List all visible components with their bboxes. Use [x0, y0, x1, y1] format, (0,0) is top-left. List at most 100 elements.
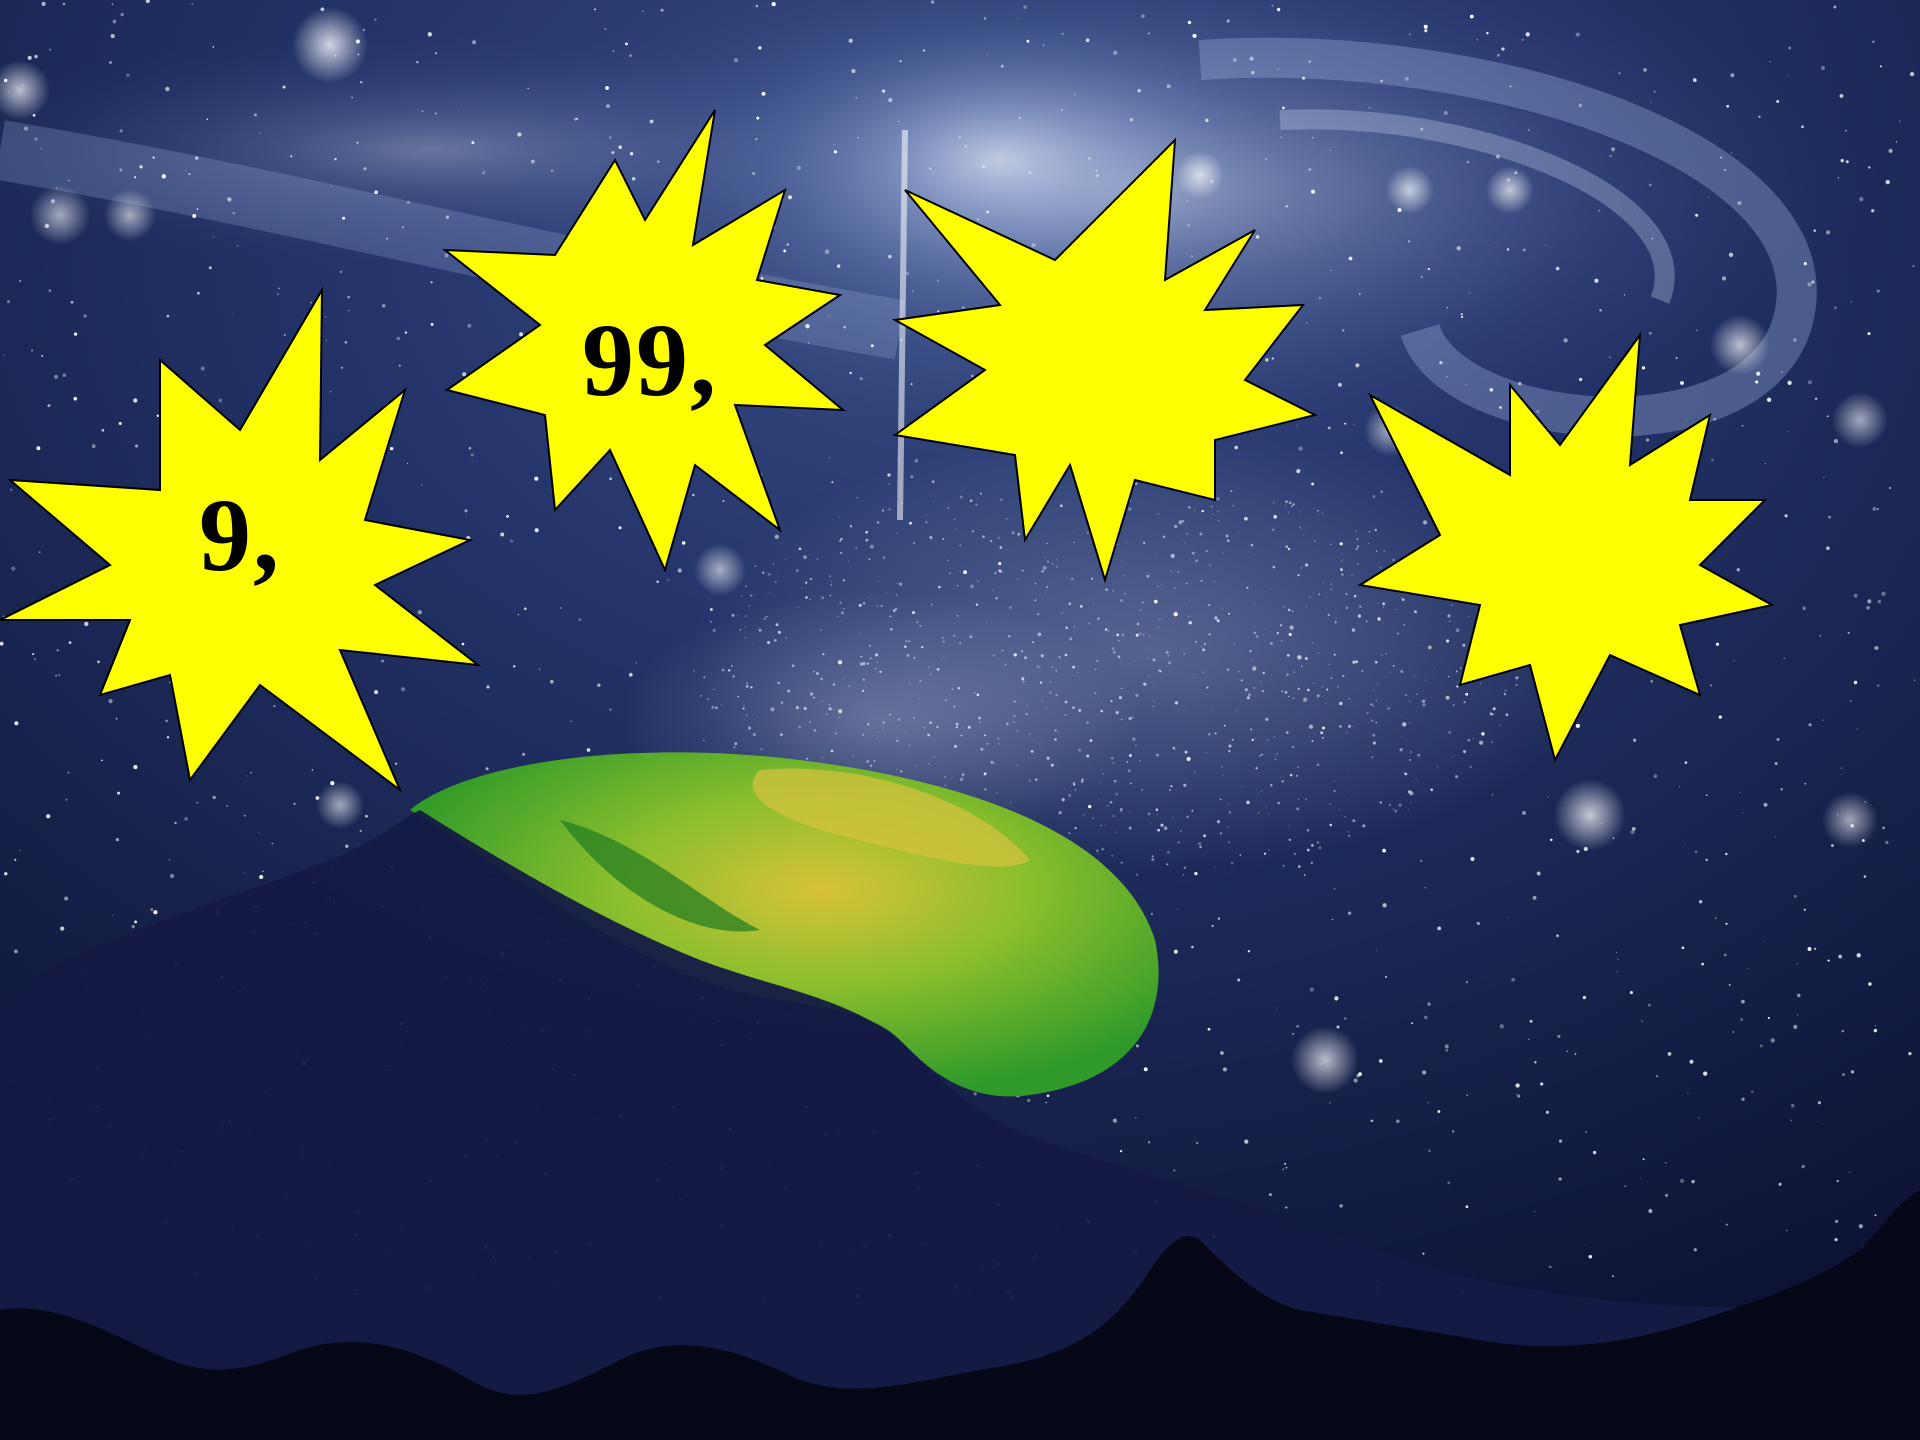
star	[1186, 815, 1189, 819]
star	[998, 537, 1000, 539]
star	[1631, 826, 1636, 831]
starburst-1: 9,	[0, 286, 482, 794]
star	[1400, 597, 1402, 599]
star	[677, 568, 682, 573]
star	[1392, 664, 1395, 667]
star	[1305, 606, 1308, 608]
star	[1188, 621, 1192, 625]
star	[1344, 1017, 1347, 1020]
star	[1725, 922, 1728, 925]
star	[1395, 608, 1397, 611]
star	[980, 492, 982, 495]
star	[1455, 628, 1460, 633]
star	[1002, 595, 1004, 596]
star	[1265, 717, 1269, 721]
star	[1423, 1015, 1428, 1020]
star	[1115, 793, 1118, 796]
star	[444, 253, 449, 258]
star	[813, 696, 815, 699]
star	[1506, 248, 1510, 251]
star	[283, 334, 286, 336]
star	[1590, 1247, 1592, 1248]
star	[1390, 671, 1392, 673]
star	[1347, 911, 1352, 915]
star	[1258, 793, 1260, 795]
star	[1463, 750, 1467, 754]
star	[858, 632, 860, 634]
star	[835, 732, 838, 735]
star	[910, 383, 913, 386]
star	[1094, 668, 1097, 671]
star	[417, 610, 422, 615]
star	[472, 40, 477, 45]
star	[803, 707, 807, 710]
star	[888, 483, 890, 485]
star	[48, 48, 52, 51]
star	[732, 675, 735, 678]
star	[1153, 599, 1158, 604]
star	[960, 778, 963, 781]
star	[13, 949, 18, 954]
star	[1288, 838, 1291, 842]
star	[1069, 637, 1073, 641]
star	[1026, 39, 1030, 43]
star	[1227, 826, 1229, 828]
star	[62, 2, 66, 6]
star	[1174, 748, 1176, 751]
star	[1209, 564, 1211, 567]
star	[744, 626, 746, 628]
star	[1005, 518, 1008, 520]
star	[1831, 844, 1834, 847]
star	[1139, 760, 1141, 762]
star	[1793, 1024, 1798, 1029]
star	[962, 566, 964, 567]
star	[1112, 762, 1115, 764]
star	[1888, 487, 1891, 489]
star	[1358, 605, 1362, 608]
star	[1262, 671, 1265, 675]
star	[956, 615, 959, 617]
star	[1244, 516, 1248, 521]
star	[325, 340, 327, 342]
star	[1055, 693, 1058, 697]
star	[832, 683, 835, 686]
star	[878, 731, 880, 733]
star	[848, 685, 851, 688]
star	[1000, 498, 1003, 501]
star	[1004, 664, 1007, 666]
star	[888, 98, 893, 103]
star	[866, 662, 870, 665]
star	[1352, 660, 1356, 664]
star	[1411, 1022, 1414, 1025]
starburst-label: 99,	[582, 302, 718, 418]
star	[1284, 505, 1287, 507]
star	[320, 7, 325, 11]
star	[1437, 1110, 1441, 1113]
star	[594, 8, 596, 11]
star	[1736, 568, 1740, 572]
star	[1030, 749, 1034, 753]
star	[1550, 838, 1553, 842]
star	[330, 185, 332, 187]
star	[197, 291, 200, 295]
star	[1357, 545, 1360, 548]
star	[1192, 33, 1197, 38]
star	[857, 137, 859, 139]
star	[1407, 808, 1409, 810]
star	[840, 620, 842, 621]
star	[560, 607, 562, 609]
star	[150, 908, 154, 911]
star	[1790, 1119, 1793, 1122]
star	[1127, 748, 1129, 749]
star	[1237, 978, 1241, 982]
star	[468, 447, 472, 450]
star	[1095, 169, 1098, 172]
star	[1516, 1093, 1518, 1095]
star	[191, 3, 194, 5]
star	[1120, 598, 1124, 603]
star	[374, 18, 377, 21]
star	[1447, 675, 1450, 678]
star	[1054, 729, 1057, 732]
star	[1527, 1038, 1530, 1041]
star	[1707, 196, 1709, 198]
